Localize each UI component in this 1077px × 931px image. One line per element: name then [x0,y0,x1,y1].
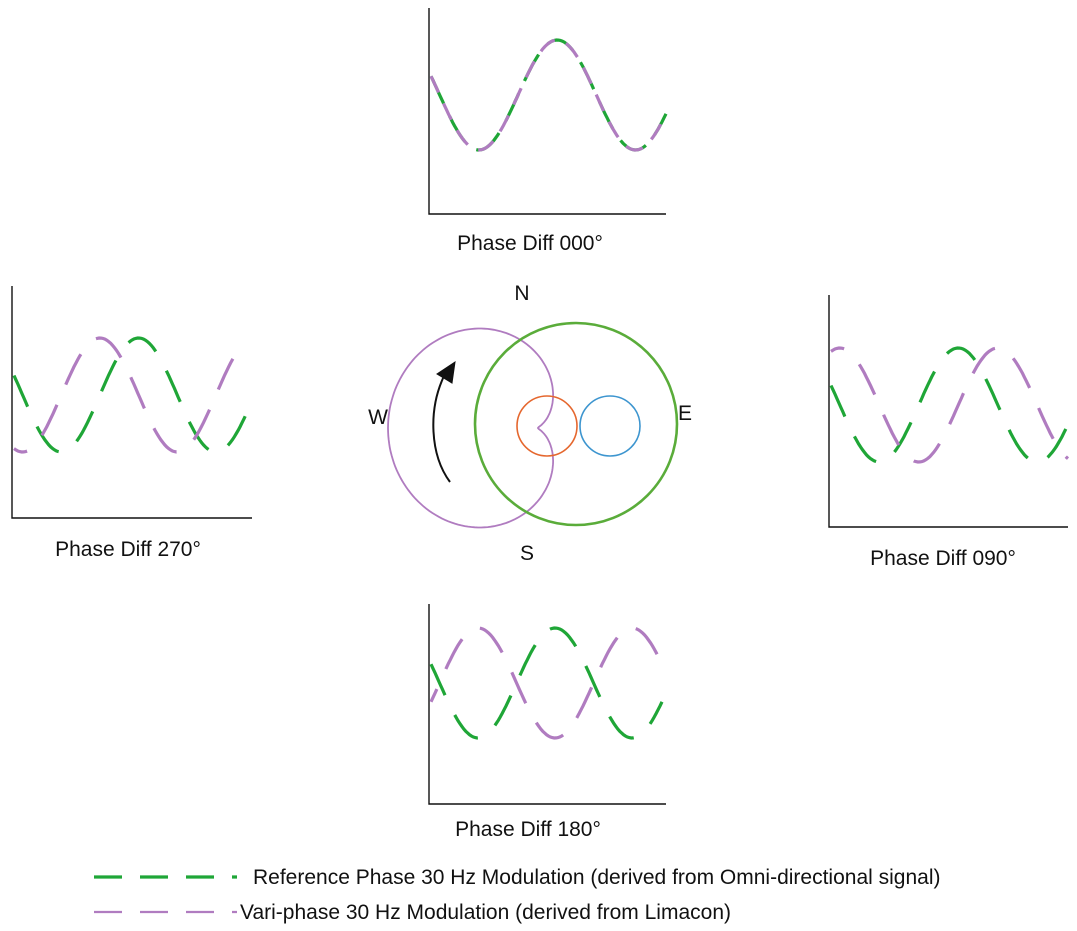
panel-000-label: Phase Diff 000° [457,232,603,255]
legend-reference-text: Reference Phase 30 Hz Modulation (derive… [253,866,940,889]
legend-item-reference: Reference Phase 30 Hz Modulation (derive… [94,866,940,889]
panel-000-axes [428,8,666,215]
panel-000-reference-wave [429,38,668,152]
panel-090-reference-wave [829,346,1070,464]
rotation-arrowhead-icon [436,360,456,384]
compass-east: E [678,402,692,425]
antenna-lobe-right [579,395,641,457]
panel-090-axes [828,295,1068,528]
panel-270-label: Phase Diff 270° [55,538,201,561]
panel-270-axes [11,286,252,519]
panel-270-variable-wave [13,336,248,454]
panel-000-variable-wave [429,38,668,152]
panel-270-reference-wave [12,336,248,454]
compass-west: W [368,406,388,429]
panel-180-variable-wave [429,626,664,740]
panel-phase-090: Phase Diff 090° [828,295,1070,570]
legend: Reference Phase 30 Hz Modulation (derive… [94,866,940,924]
compass-north: N [514,282,529,305]
panel-180-axes [428,604,666,805]
limacon-pattern [387,327,554,529]
panel-090-variable-wave [830,346,1070,464]
panel-180-reference-wave [429,626,664,740]
panel-phase-180: Phase Diff 180° [428,604,666,841]
legend-variable-text: Vari-phase 30 Hz Modulation (derived fro… [240,901,731,924]
panel-180-label: Phase Diff 180° [455,818,601,841]
compass-diagram: N S E W [368,282,692,565]
panel-phase-000: Phase Diff 000° [428,8,668,255]
omni-directional-circle [473,321,679,527]
antenna-lobe-left [516,395,578,457]
panel-phase-270: Phase Diff 270° [11,286,252,561]
panel-090-label: Phase Diff 090° [870,547,1016,570]
rotation-arrow-icon [432,375,451,483]
compass-south: S [520,542,534,565]
legend-item-variable: Vari-phase 30 Hz Modulation (derived fro… [94,901,731,924]
